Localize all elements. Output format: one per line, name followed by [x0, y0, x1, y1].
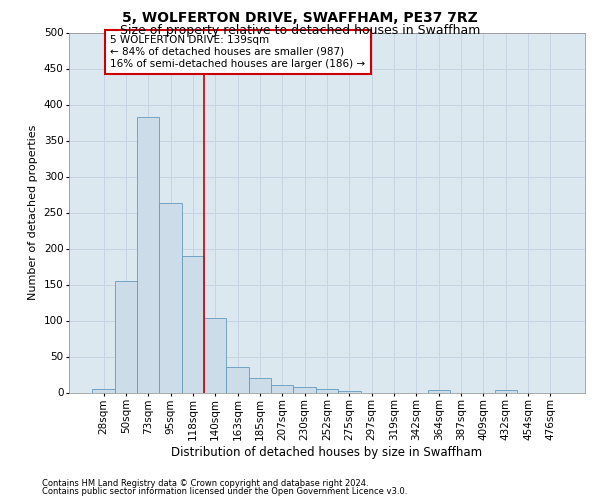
- Bar: [226, 368, 249, 392]
- Bar: [249, 378, 271, 392]
- Bar: [271, 386, 293, 392]
- Text: Contains public sector information licensed under the Open Government Licence v3: Contains public sector information licen…: [42, 487, 407, 496]
- Text: 5 WOLFERTON DRIVE: 139sqm
← 84% of detached houses are smaller (987)
16% of semi: 5 WOLFERTON DRIVE: 139sqm ← 84% of detac…: [110, 36, 365, 68]
- Text: Size of property relative to detached houses in Swaffham: Size of property relative to detached ho…: [120, 24, 480, 37]
- Bar: [316, 389, 338, 392]
- Bar: [115, 281, 137, 392]
- Bar: [494, 390, 517, 392]
- Text: 5, WOLFERTON DRIVE, SWAFFHAM, PE37 7RZ: 5, WOLFERTON DRIVE, SWAFFHAM, PE37 7RZ: [122, 11, 478, 25]
- Bar: [293, 386, 316, 392]
- Bar: [137, 118, 160, 392]
- Bar: [160, 203, 182, 392]
- Bar: [204, 318, 226, 392]
- Bar: [92, 389, 115, 392]
- Y-axis label: Number of detached properties: Number of detached properties: [28, 125, 38, 300]
- X-axis label: Distribution of detached houses by size in Swaffham: Distribution of detached houses by size …: [172, 446, 482, 458]
- Bar: [428, 390, 450, 392]
- Bar: [182, 256, 204, 392]
- Bar: [338, 391, 361, 392]
- Text: Contains HM Land Registry data © Crown copyright and database right 2024.: Contains HM Land Registry data © Crown c…: [42, 478, 368, 488]
